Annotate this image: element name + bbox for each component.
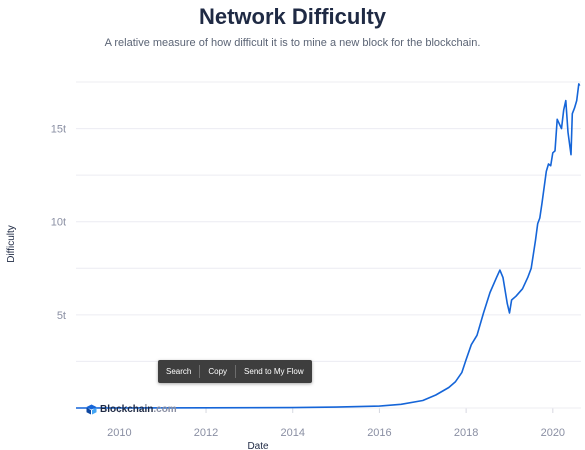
x-tick-label: 2012 xyxy=(194,427,218,439)
menu-separator xyxy=(199,365,201,378)
chart-subtitle: A relative measure of how difficult it i… xyxy=(104,37,481,49)
x-tick-label: 2014 xyxy=(280,427,304,439)
y-tick-labels: 5t 10t 15t xyxy=(51,124,66,322)
blockchain-logo: Blockchain.com xyxy=(86,404,177,415)
menu-separator xyxy=(235,365,237,378)
y-tick-label: 15t xyxy=(51,124,66,136)
y-tick-label: 10t xyxy=(51,217,66,229)
x-tick-label: 2018 xyxy=(454,427,478,439)
grid-lines xyxy=(76,81,581,362)
x-tick-label: 2010 xyxy=(107,427,131,439)
x-tick-labels: 2010 2012 2014 2016 2018 2020 xyxy=(107,408,565,439)
y-axis-title: Difficulty xyxy=(6,225,17,263)
send-to-my-flow-menu-item[interactable]: Send to My Flow xyxy=(244,367,304,376)
series-line-difficulty xyxy=(75,83,581,409)
x-tick-label: 2020 xyxy=(541,427,565,439)
copy-menu-item[interactable]: Copy xyxy=(208,367,228,376)
x-tick-label: 2016 xyxy=(367,427,391,439)
blockchain-logo-text: Blockchain.com xyxy=(100,404,177,415)
search-menu-item[interactable]: Search xyxy=(166,367,192,376)
chart-title: Network Difficulty xyxy=(198,4,387,29)
blockchain-logo-suffix: .com xyxy=(153,404,177,415)
x-axis-title: Date xyxy=(247,441,269,450)
y-tick-label: 5t xyxy=(57,310,66,322)
text-selection-popup: Search Copy Send to My Flow xyxy=(158,360,312,383)
blockchain-logo-icon xyxy=(86,404,97,415)
